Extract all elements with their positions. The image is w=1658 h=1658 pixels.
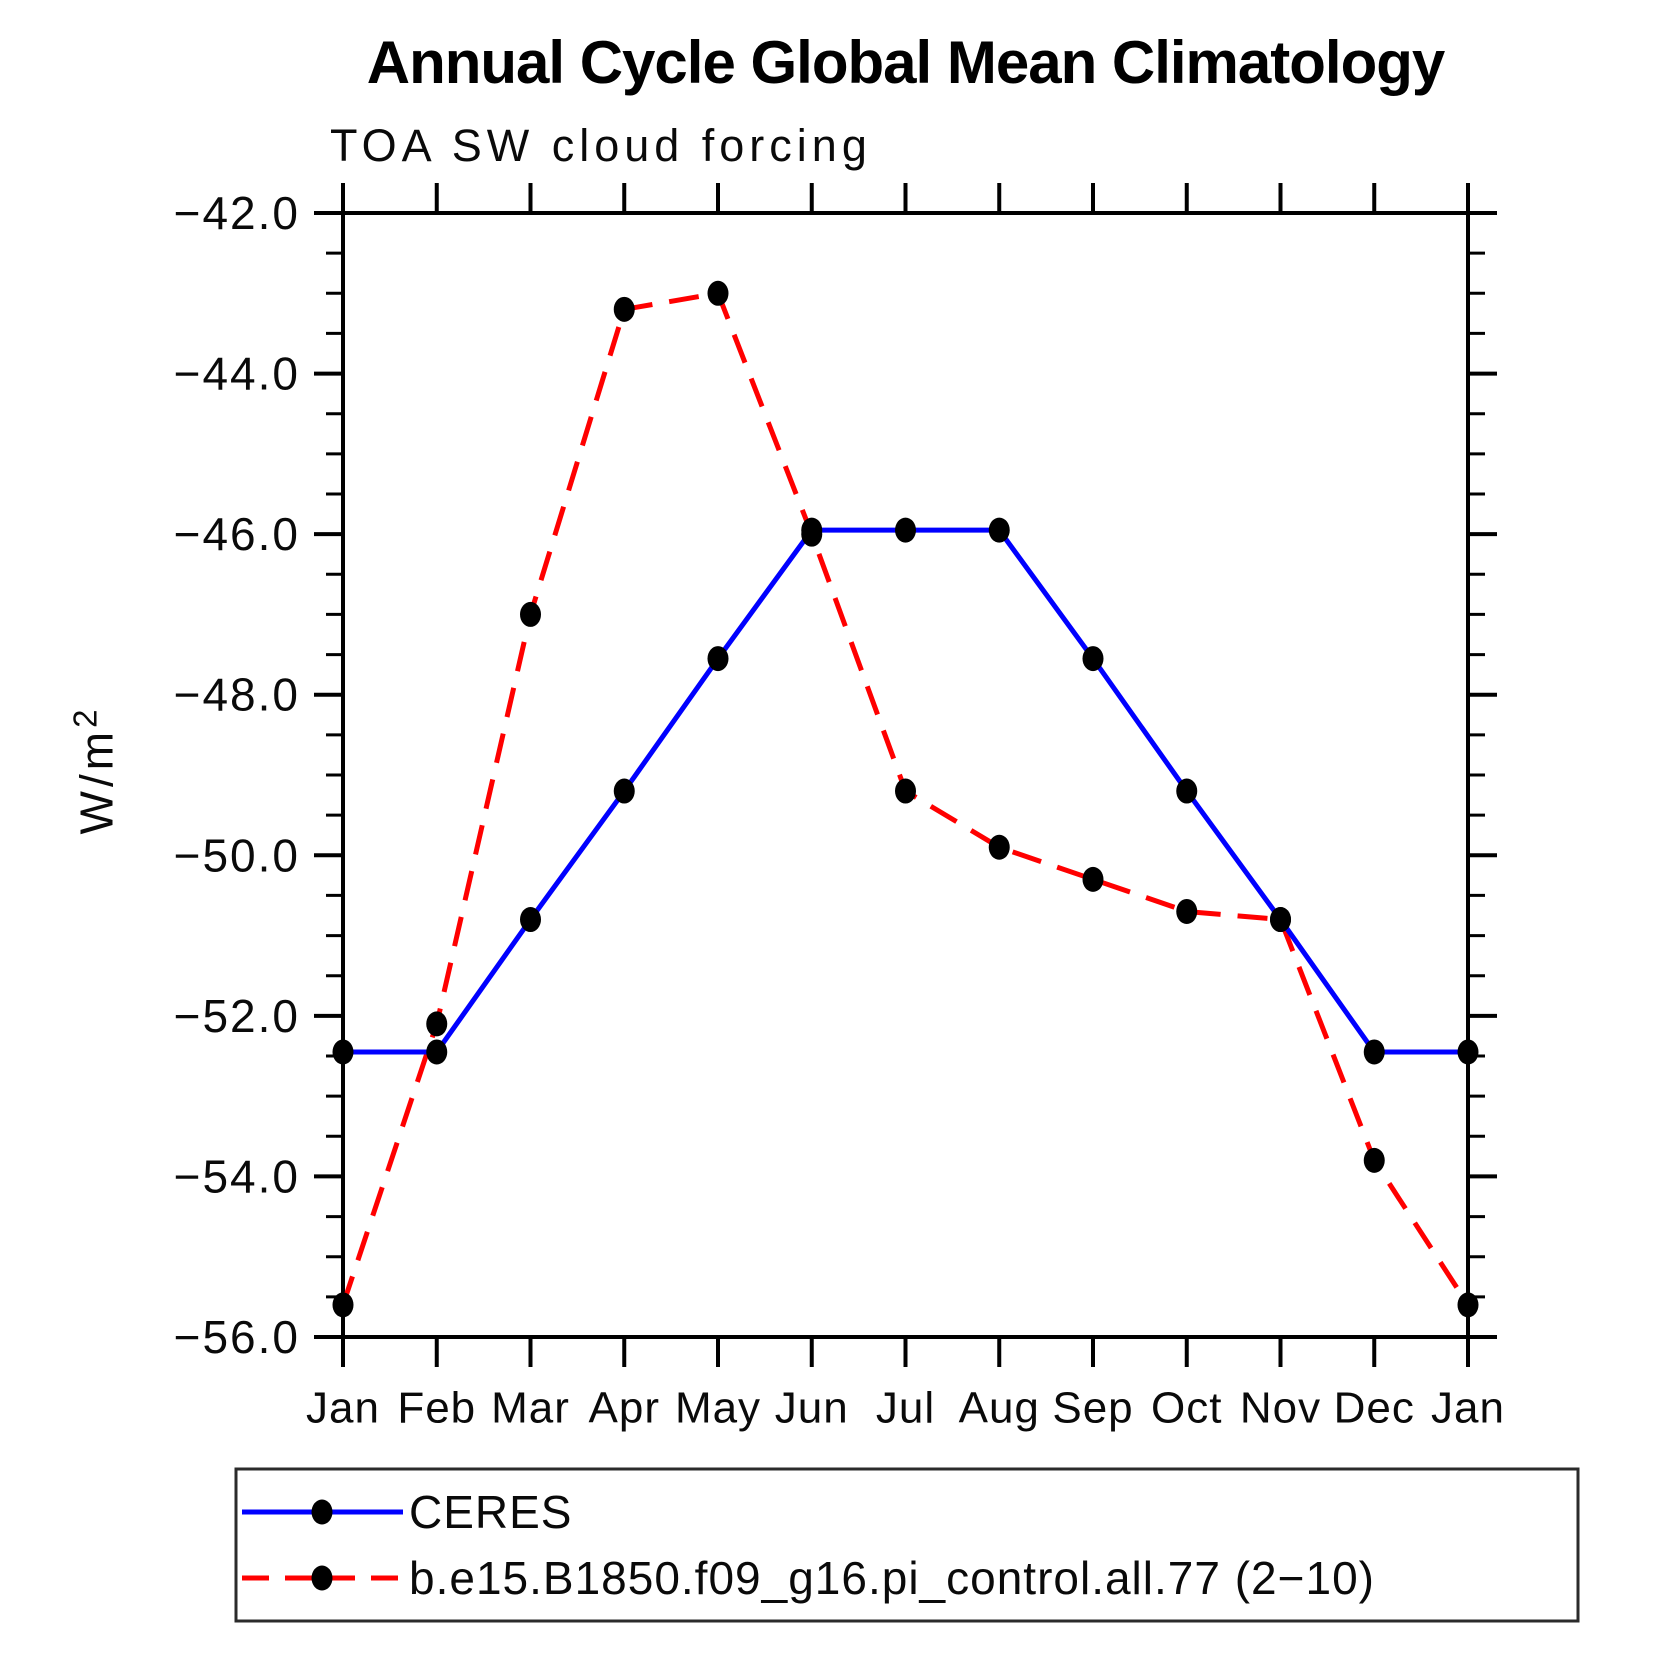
legend-box (234, 1467, 1580, 1623)
data-point (895, 517, 916, 543)
y-tick-label: −42.0 (174, 187, 300, 239)
y-tick-label: −52.0 (174, 990, 300, 1042)
data-point (426, 1011, 448, 1037)
data-point (895, 778, 916, 804)
y-tick-label: −54.0 (174, 1150, 300, 1202)
x-tick-label: Feb (397, 1384, 476, 1433)
x-tick-label: Dec (1334, 1384, 1415, 1433)
data-point (1176, 778, 1198, 804)
data-point (1457, 1292, 1479, 1318)
x-tick-label: Oct (1151, 1384, 1222, 1433)
data-point (988, 834, 1010, 860)
x-tick-label: May (675, 1384, 761, 1433)
y-tick-label: −48.0 (174, 669, 300, 721)
y-tick-label: −56.0 (174, 1311, 300, 1363)
x-tick-label: Sep (1052, 1384, 1133, 1433)
x-tick-label: Jan (1431, 1384, 1505, 1433)
data-point (1082, 646, 1104, 672)
data-point (613, 296, 635, 322)
data-point (707, 280, 729, 306)
data-point (332, 1039, 354, 1065)
chart-subtitle: TOA SW cloud forcing (330, 120, 872, 171)
data-point (707, 646, 729, 672)
data-point (1270, 907, 1291, 933)
data-point (613, 778, 635, 804)
data-point (332, 1292, 354, 1318)
x-tick-label: Apr (589, 1384, 660, 1433)
x-tick-label: Jun (775, 1384, 849, 1433)
y-tick-label: −44.0 (174, 348, 300, 400)
x-tick-label: Mar (491, 1384, 570, 1433)
data-point (1176, 898, 1198, 924)
data-point (1363, 1039, 1385, 1065)
y-tick-label: −50.0 (174, 829, 300, 881)
data-point (801, 521, 823, 547)
data-point (1363, 1147, 1385, 1173)
legend-marker (311, 1565, 333, 1591)
x-tick-label: Nov (1240, 1384, 1321, 1433)
data-point (988, 517, 1010, 543)
data-point (520, 601, 541, 627)
data-point (520, 907, 541, 933)
x-tick-label: Jan (306, 1384, 380, 1433)
legend-marker (311, 1499, 333, 1525)
x-tick-label: Aug (959, 1384, 1040, 1433)
data-point (426, 1039, 448, 1065)
plot-frame (341, 211, 1470, 1339)
data-point (1457, 1039, 1479, 1065)
x-tick-label: Jul (876, 1384, 935, 1433)
legend-label: CERES (409, 1486, 572, 1538)
chart-title: Annual Cycle Global Mean Climatology (366, 29, 1446, 96)
legend-label: b.e15.B1850.f09_g16.pi_control.all.77 (2… (409, 1552, 1375, 1604)
data-point (1082, 866, 1104, 892)
y-tick-label: −46.0 (174, 508, 300, 560)
